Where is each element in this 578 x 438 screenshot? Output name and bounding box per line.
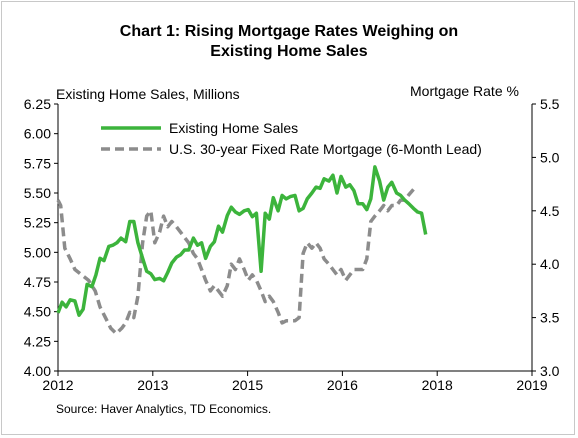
series-line-mortgage-rate	[56, 188, 415, 336]
y-left-tick-label: 4.50	[24, 304, 51, 320]
x-tick-label: 2016	[327, 377, 358, 393]
y-left-tick-label: 5.25	[24, 215, 51, 231]
y-right-tick-label: 5.0	[540, 149, 560, 165]
y-left-tick-label: 5.75	[24, 155, 51, 171]
y-right-tick-label: 3.0	[540, 363, 560, 379]
y-right-tick-label: 4.0	[540, 256, 560, 272]
y-right-tick-label: 4.5	[540, 203, 560, 219]
legend-label: Existing Home Sales	[169, 120, 298, 136]
y-left-tick-label: 4.25	[24, 333, 51, 349]
legend-group: Existing Home Sales U.S. 30-year Fixed Ra…	[101, 120, 482, 157]
y-left-tick-label: 4.75	[24, 274, 51, 290]
chart-title-line-2: Existing Home Sales	[210, 43, 368, 60]
y-left-tick-label: 6.00	[24, 126, 51, 142]
y-left-tick-label: 6.25	[24, 96, 51, 112]
y-left-tick-label: 5.00	[24, 244, 51, 260]
series-group	[56, 165, 428, 336]
y-right-tick-label: 3.5	[540, 310, 560, 326]
series-line-existing-home-sales	[56, 165, 428, 317]
source-note: Source: Haver Analytics, TD Economics.	[56, 402, 272, 416]
chart-title-line-1: Chart 1: Rising Mortgage Rates Weighing …	[119, 23, 459, 40]
x-tick-label: 2019	[516, 377, 547, 393]
y-axis-left-label: Existing Home Sales, Millions	[56, 86, 240, 102]
axes-group: 4.00 4.25 4.50 4.75 5.00 5.25 5.50 5.75 6.00 6.25…	[24, 96, 560, 393]
x-tick-label: 2013	[137, 377, 168, 393]
y-left-tick-label: 4.00	[24, 363, 51, 379]
x-tick-label: 2015	[232, 377, 263, 393]
y-right-tick-label: 5.5	[540, 96, 560, 112]
legend-label: U.S. 30-year Fixed Rate Mortgage (6-Mont…	[169, 141, 482, 157]
y-left-tick-label: 5.50	[24, 185, 51, 201]
y-axis-right-label: Mortgage Rate %	[410, 83, 519, 99]
x-tick-label: 2018	[422, 377, 453, 393]
x-tick-label: 2012	[42, 377, 73, 393]
chart-title: Chart 1: Rising Mortgage Rates Weighing …	[0, 22, 578, 62]
